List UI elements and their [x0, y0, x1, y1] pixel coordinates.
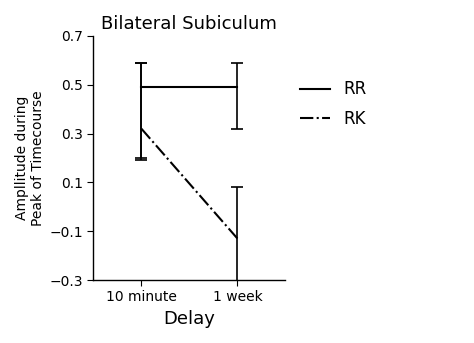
Y-axis label: Ampllitude during
Peak of Timecourse: Ampllitude during Peak of Timecourse	[15, 90, 45, 226]
X-axis label: Delay: Delay	[164, 310, 215, 328]
Legend: RR, RK: RR, RK	[294, 74, 374, 135]
Title: Bilateral Subiculum: Bilateral Subiculum	[101, 15, 277, 33]
